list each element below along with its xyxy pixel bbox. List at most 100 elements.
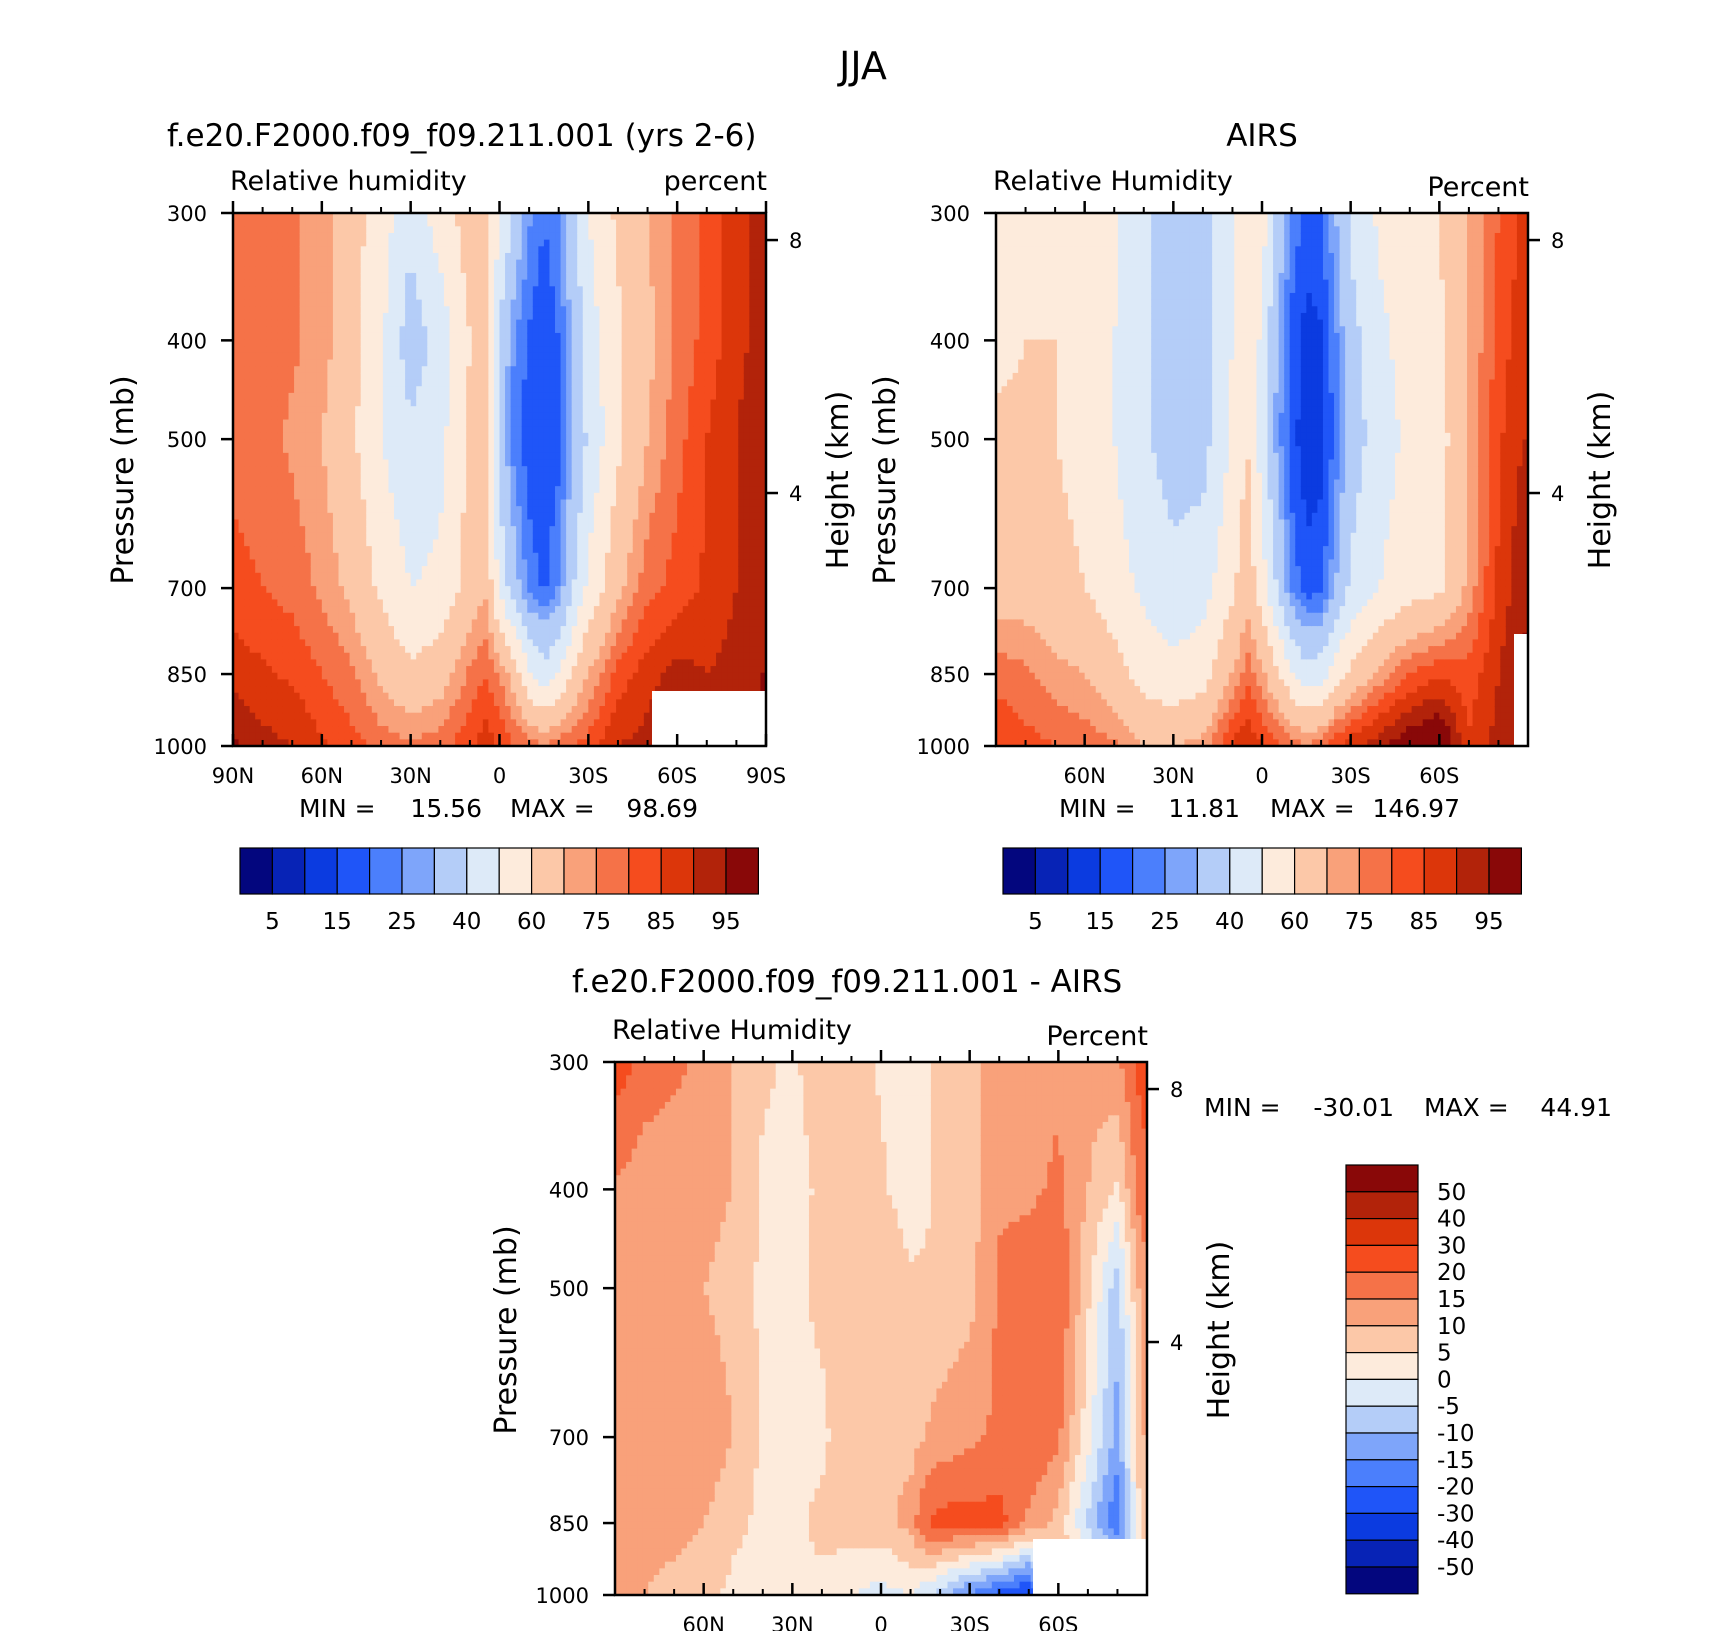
field-cell xyxy=(466,359,473,367)
field-cell xyxy=(366,519,373,527)
field-cell xyxy=(421,739,428,747)
field-cell xyxy=(410,459,417,467)
field-cell xyxy=(382,632,390,640)
field-cell xyxy=(538,286,545,294)
field-cell xyxy=(477,726,484,734)
field-cell xyxy=(566,466,573,474)
field-cell xyxy=(249,232,256,241)
field-cell xyxy=(432,726,440,734)
field-cell xyxy=(233,312,240,321)
field-cell xyxy=(555,352,562,361)
field-cell xyxy=(305,446,312,454)
field-cell xyxy=(382,252,390,261)
field-cell xyxy=(405,312,412,321)
field-cell xyxy=(460,359,467,367)
field-cell xyxy=(438,232,445,241)
field-cell xyxy=(410,712,417,720)
field-cell xyxy=(566,292,573,301)
field-cell xyxy=(443,646,451,654)
field-cell xyxy=(493,726,501,734)
field-cell xyxy=(499,379,506,387)
field-cell xyxy=(310,699,317,707)
field-cell xyxy=(321,392,328,401)
field-cell xyxy=(455,732,462,740)
field-cell xyxy=(238,579,245,587)
field-cell xyxy=(244,259,251,267)
field-cell xyxy=(310,219,317,227)
field-cell xyxy=(233,499,240,507)
field-cell xyxy=(432,619,440,627)
field-cell xyxy=(521,412,528,421)
field-cell xyxy=(493,359,501,367)
field-cell xyxy=(388,406,395,414)
field-cell xyxy=(566,712,573,720)
field-cell xyxy=(555,719,562,727)
field-cell xyxy=(455,466,462,474)
field-cell xyxy=(288,646,295,654)
field-cell xyxy=(299,232,306,241)
field-cell xyxy=(282,646,290,654)
field-cell xyxy=(366,586,373,594)
field-cell xyxy=(566,446,573,454)
field-cell xyxy=(405,326,412,334)
field-cell xyxy=(327,699,334,707)
field-cell xyxy=(488,679,495,687)
field-cell xyxy=(516,266,523,274)
field-cell xyxy=(471,432,478,441)
field-cell xyxy=(282,359,290,367)
field-cell xyxy=(438,706,445,714)
field-cell xyxy=(249,219,256,227)
field-cell xyxy=(499,586,506,594)
field-cell xyxy=(260,339,267,347)
field-cell xyxy=(493,272,501,281)
field-cell xyxy=(321,412,328,421)
field-cell xyxy=(460,332,467,341)
field-cell xyxy=(338,699,345,707)
field-cell xyxy=(288,699,295,707)
field-cell xyxy=(471,299,478,307)
field-cell xyxy=(499,619,506,627)
field-cell xyxy=(344,626,351,634)
field-cell xyxy=(438,526,445,534)
field-cell xyxy=(294,339,301,347)
field-cell xyxy=(394,706,401,714)
field-cell xyxy=(260,592,267,601)
field-cell xyxy=(505,632,512,640)
field-cell xyxy=(260,406,267,414)
field-cell xyxy=(294,526,301,534)
field-cell xyxy=(316,692,323,700)
field-cell xyxy=(299,239,306,247)
field-cell xyxy=(477,366,484,374)
field-cell xyxy=(366,739,373,747)
field-cell xyxy=(449,312,456,321)
field-cell xyxy=(388,579,395,587)
field-cell xyxy=(560,326,567,334)
field-cell xyxy=(355,386,362,394)
field-cell xyxy=(499,466,506,474)
field-cell xyxy=(371,246,378,254)
field-cell xyxy=(549,312,556,321)
field-cell xyxy=(421,319,428,327)
field-cell xyxy=(466,472,473,481)
field-cell xyxy=(238,732,245,740)
field-cell xyxy=(477,312,484,321)
field-cell xyxy=(510,239,517,247)
field-cell xyxy=(394,239,401,247)
field-cell xyxy=(277,226,284,234)
field-cell xyxy=(255,232,262,241)
field-cell xyxy=(233,446,240,454)
field-cell xyxy=(543,666,551,674)
field-cell xyxy=(366,319,373,327)
field-cell xyxy=(482,526,489,534)
field-cell xyxy=(294,592,301,601)
field-cell xyxy=(282,446,290,454)
field-cell xyxy=(460,399,467,407)
field-cell xyxy=(516,552,523,561)
field-cell xyxy=(510,699,517,707)
field-cell xyxy=(527,419,534,427)
field-cell xyxy=(438,412,445,421)
field-cell xyxy=(505,213,512,221)
field-cell xyxy=(538,526,545,534)
field-cell xyxy=(238,392,245,401)
field-cell xyxy=(249,612,256,621)
